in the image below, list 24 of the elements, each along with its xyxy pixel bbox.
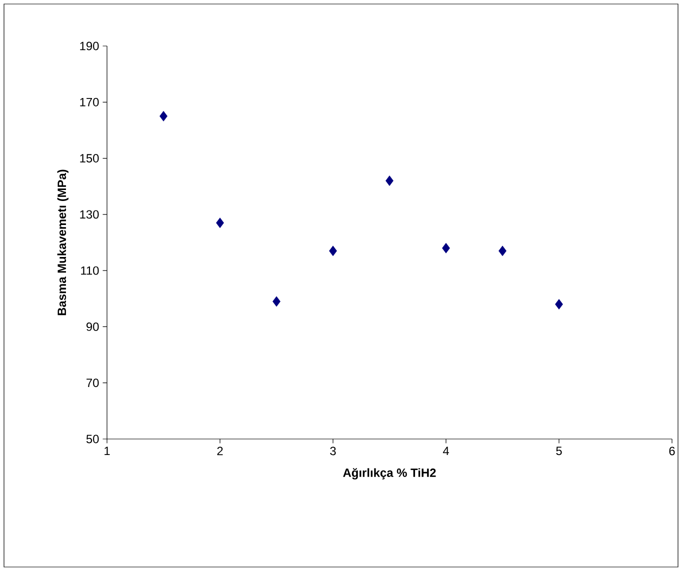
y-tick-label: 70 — [86, 378, 99, 388]
y-tick-label: 90 — [86, 322, 99, 331]
y-tick-label: 110 — [81, 266, 99, 275]
x-tick-label: 5 — [556, 446, 562, 456]
point — [272, 296, 280, 307]
point — [555, 299, 563, 310]
x-tick-label: 6 — [669, 446, 675, 456]
x-axis-title: Ağırlıkça % TiH2 — [343, 468, 436, 480]
x-tick-label: 1 — [104, 446, 110, 455]
point — [386, 176, 394, 186]
y-tick-label: 50 — [86, 434, 99, 444]
y-axis-title: Basma Mukavemetı (MPa) — [57, 170, 68, 316]
x-tick-label: 4 — [442, 446, 449, 455]
point — [329, 246, 337, 256]
x-tick-label: 3 — [330, 446, 336, 456]
point — [498, 246, 506, 256]
point — [216, 218, 224, 228]
y-tick-label: 150 — [80, 154, 99, 163]
x-tick-label: 2 — [217, 446, 223, 456]
y-tick-label: 190 — [80, 42, 99, 50]
y-tick-label: 130 — [80, 210, 99, 219]
y-tick-label: 170 — [80, 98, 99, 106]
point — [442, 242, 450, 254]
point — [160, 110, 168, 122]
